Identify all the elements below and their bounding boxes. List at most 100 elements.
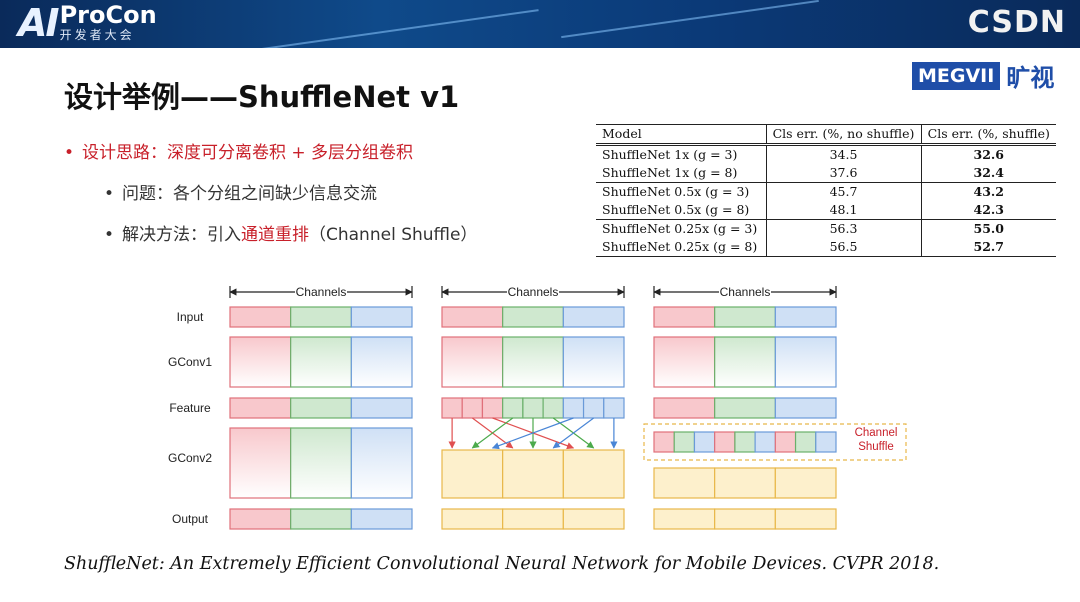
logo-procon-word: ProCon <box>59 1 157 29</box>
block-gconv2 <box>229 427 292 499</box>
block-output <box>562 508 625 530</box>
table-cell-no-shuffle: 56.3 <box>765 219 922 238</box>
table-header-no-shuffle: Cls err. (%, no shuffle) <box>765 124 922 146</box>
block-gconv1 <box>229 336 292 388</box>
table-cell-no-shuffle: 48.1 <box>765 201 922 220</box>
channels-label: Channels <box>720 285 771 299</box>
results-table: Model Cls err. (%, no shuffle) Cls err. … <box>596 124 1056 257</box>
table-cell-shuffle: 42.3 <box>920 201 1056 220</box>
block-input <box>229 306 292 328</box>
block-shuffled-sub <box>734 431 756 453</box>
slide-title: 设计举例——ShuffleNet v1 <box>64 80 460 114</box>
bullet-dot-icon: • <box>104 184 115 204</box>
table-cell-shuffle: 55.0 <box>920 219 1056 238</box>
block-feature-sub <box>502 397 524 419</box>
block-input <box>502 306 564 328</box>
bullet-solution-prefix: 解决方法：引入 <box>122 225 241 245</box>
row-label-gconv2: GConv2 <box>167 451 213 465</box>
megvii-logo-cn: 旷视 <box>1006 64 1055 92</box>
block-gconv1 <box>714 336 776 388</box>
block-gconv1 <box>290 336 352 388</box>
block-input <box>653 306 716 328</box>
block-feature-sub <box>562 397 585 419</box>
table-row: ShuffleNet 0.25x (g = 8) 56.5 52.7 <box>596 238 1056 257</box>
table-cell-model: ShuffleNet 0.25x (g = 8) <box>596 238 766 257</box>
table-cell-model: ShuffleNet 0.25x (g = 3) <box>596 219 766 238</box>
bullet-solution-highlight: 通道重排 <box>241 225 309 245</box>
table-header-shuffle: Cls err. (%, shuffle) <box>920 124 1056 146</box>
block-gconv1 <box>774 336 837 388</box>
paper-reference: ShuffleNet: An Extremely Efficient Convo… <box>64 554 940 574</box>
block-gconv1 <box>350 336 413 388</box>
block-shuffled-sub <box>774 431 797 453</box>
table-cell-shuffle: 32.6 <box>920 144 1056 164</box>
block-input <box>774 306 837 328</box>
bullet-dot-icon: • <box>104 225 115 245</box>
block-output <box>774 508 837 530</box>
block-input <box>714 306 776 328</box>
bullet-design-idea-text: 设计思路：深度可分离卷积 + 多层分组卷积 <box>82 143 414 163</box>
channel-shuffle-dashed-box <box>643 423 907 461</box>
table-cell-model: ShuffleNet 1x (g = 3) <box>602 147 738 162</box>
channel-shuffle-label-line2: Shuffle <box>858 441 894 453</box>
block-gconv1 <box>562 336 625 388</box>
table-cell-no-shuffle: 56.5 <box>765 238 922 257</box>
block-input <box>290 306 352 328</box>
block-feature <box>350 397 413 419</box>
table-row: ShuffleNet 0.5x (g = 8) 48.1 42.3 <box>596 201 1056 220</box>
table-cell-no-shuffle: 37.6 <box>765 164 922 183</box>
table-cell-model: ShuffleNet 0.5x (g = 8) <box>602 202 750 217</box>
block-output <box>653 508 716 530</box>
block-shuffled-sub <box>693 431 716 453</box>
bullet-dot-icon: • <box>64 143 75 163</box>
shuffle-arrow <box>552 417 595 449</box>
block-output <box>714 508 776 530</box>
table-row: ShuffleNet 0.5x (g = 3) 45.7 43.2 <box>596 182 1056 201</box>
bullet-solution: • 解决方法：引入通道重排（Channel Shuffle） <box>104 220 477 245</box>
block-gconv2 <box>441 449 504 499</box>
block-gconv1 <box>653 336 716 388</box>
bullet-solution-suffix: （Channel Shuffle） <box>309 225 478 245</box>
bullet-problem: • 问题：各个分组之间缺少信息交流 <box>104 179 377 204</box>
shuffle-arrow <box>471 417 514 449</box>
block-gconv2 <box>714 467 776 499</box>
table-row: ShuffleNet 1x (g = 3) 34.5 32.6 <box>596 144 1056 164</box>
block-gconv2 <box>502 449 564 499</box>
row-label-input: Input <box>176 310 204 324</box>
table-cell-shuffle: 52.7 <box>920 238 1056 257</box>
channels-label: Channels <box>296 285 347 299</box>
block-feature-sub <box>441 397 463 419</box>
block-output <box>502 508 564 530</box>
block-shuffled-sub <box>673 431 696 453</box>
block-feature-sub <box>542 397 564 419</box>
row-label-feature: Feature <box>169 401 211 415</box>
table-header-model: Model <box>596 124 766 146</box>
channel-shuffle-diagram: Input GConv1 Feature GConv2 Output Chann… <box>160 280 920 536</box>
block-output <box>441 508 504 530</box>
block-shuffled-sub <box>815 431 837 453</box>
bullet-design-idea: • 设计思路：深度可分离卷积 + 多层分组卷积 <box>64 138 544 163</box>
table-cell-shuffle: 43.2 <box>920 182 1056 201</box>
block-feature <box>714 397 776 419</box>
block-gconv1 <box>502 336 564 388</box>
block-feature-sub <box>522 397 544 419</box>
block-input <box>441 306 504 328</box>
decorative-streak <box>561 0 819 39</box>
table-cell-shuffle: 32.4 <box>920 164 1056 183</box>
logo-procon-subtitle: 开发者大会 <box>59 28 135 42</box>
table-row: ShuffleNet 1x (g = 8) 37.6 32.4 <box>596 164 1056 183</box>
block-feature <box>774 397 837 419</box>
block-feature-sub <box>603 397 625 419</box>
block-feature <box>653 397 716 419</box>
block-feature <box>290 397 352 419</box>
block-gconv2 <box>350 427 413 499</box>
channels-label: Channels <box>508 285 559 299</box>
block-output <box>229 508 292 530</box>
table-row: ShuffleNet 0.25x (g = 3) 56.3 55.0 <box>596 219 1056 238</box>
megvii-logo: MEGVII 旷视 <box>912 58 1054 93</box>
block-gconv2 <box>653 467 716 499</box>
csdn-logo: CSDN <box>967 5 1066 40</box>
table-cell-no-shuffle: 34.5 <box>765 144 922 164</box>
block-feature-sub <box>461 397 484 419</box>
row-label-gconv1: GConv1 <box>167 355 213 369</box>
